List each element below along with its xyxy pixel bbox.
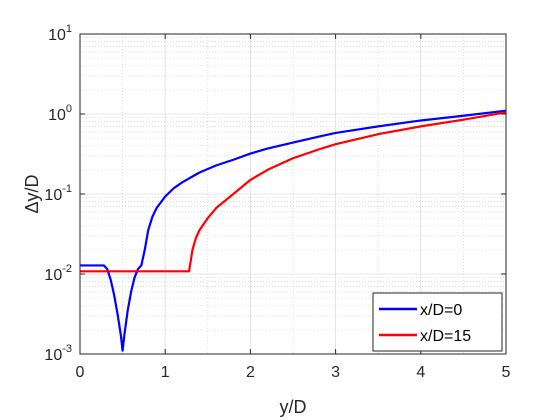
y-tick-label: 10-3 (44, 343, 72, 364)
y-tick-label: 100 (48, 103, 72, 124)
x-axis-title: y/D (280, 397, 307, 417)
y-tick-label: 10-2 (44, 263, 72, 284)
y-tick-label: 10-1 (44, 183, 72, 204)
grid (79, 33, 507, 355)
y-tick-label: 101 (48, 23, 72, 44)
legend-label: x/D=0 (420, 302, 462, 319)
legend-label: x/D=15 (420, 328, 471, 345)
x-tick-label: 0 (76, 364, 85, 381)
series-layer (80, 109, 507, 352)
series-line-1 (80, 109, 507, 352)
legend-box (372, 292, 503, 352)
x-tick-label: 2 (246, 364, 255, 381)
ticks: 0 1 2 3 4 5 10-3 10-2 10-1 100 101 (44, 23, 510, 381)
x-tick-label: 4 (416, 364, 425, 381)
x-tick-label: 1 (161, 364, 170, 381)
x-tick-label: 3 (331, 364, 340, 381)
y-axis-title: Δy/D (22, 174, 42, 213)
x-tick-label: 5 (502, 364, 511, 381)
legend: x/D=0 x/D=15 (372, 292, 503, 352)
series-line-2 (80, 111, 507, 273)
